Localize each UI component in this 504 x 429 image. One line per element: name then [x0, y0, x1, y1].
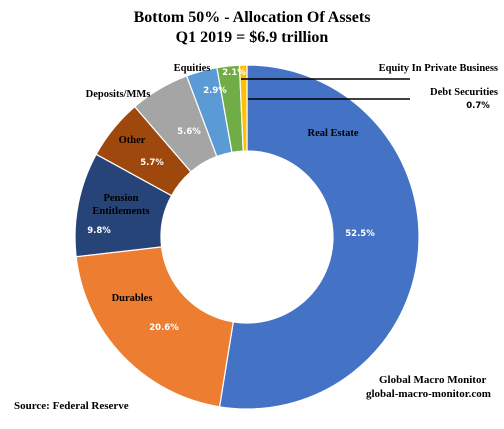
slice-real-estate: [218, 64, 420, 410]
slice-value-equities: 2.9%: [203, 86, 227, 96]
slice-label-real-estate: Real Estate: [307, 128, 358, 139]
chart-title: Bottom 50% - Allocation Of Assets: [133, 9, 371, 26]
slice-value-equity-in-private-business: 2.1%: [222, 68, 246, 78]
slice-label-durables: Durables: [112, 293, 153, 304]
slice-durables: [75, 246, 234, 408]
slice-value-debt-securities: 0.7%: [466, 101, 490, 111]
chart-subtitle: Q1 2019 = $6.9 trillion: [175, 29, 329, 46]
slice-debt-securities: [238, 64, 248, 152]
brand-url: global-macro-monitor.com: [366, 388, 491, 400]
slice-label-pension-entitlements: Pension Entitlements: [92, 193, 149, 217]
slice-value-real-estate: 52.5%: [345, 229, 375, 239]
source-note: Source: Federal Reserve: [14, 400, 129, 412]
slice-label-deposits-mms: Deposits/MMs: [86, 89, 151, 100]
slice-label-debt-securities: Debt Securities: [430, 87, 498, 98]
slice-value-durables: 20.6%: [149, 323, 179, 333]
slice-value-pension-entitlements: 9.8%: [87, 226, 111, 236]
slice-value-deposits-mms: 5.6%: [177, 127, 201, 137]
brand-name: Global Macro Monitor: [379, 374, 487, 386]
slice-value-other: 5.7%: [140, 158, 164, 168]
slice-label-equities: Equities: [174, 63, 211, 74]
slice-label-other: Other: [119, 135, 146, 146]
slice-label-equity-in-private-business: Equity In Private Business: [379, 63, 498, 74]
